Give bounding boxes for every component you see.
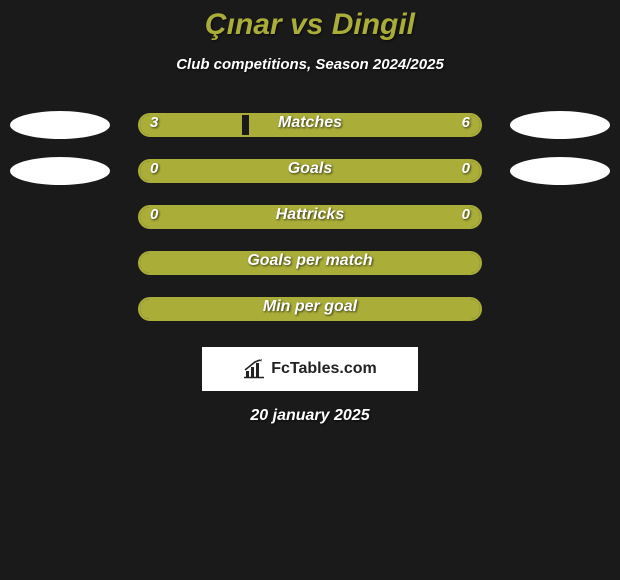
stats-container: Matches36Goals00Hattricks00Goals per mat…	[0, 113, 620, 343]
stat-bar-fill-right	[249, 115, 480, 135]
stat-bar-track	[138, 113, 482, 137]
stat-value-right: 6	[462, 114, 470, 131]
logo-text: FcTables.com	[271, 360, 377, 378]
logo-box[interactable]: FcTables.com	[202, 347, 418, 391]
stat-row: Hattricks00	[0, 205, 620, 251]
player-oval-left	[10, 111, 110, 139]
stat-bar-track	[138, 251, 482, 275]
stat-value-left: 0	[150, 206, 158, 223]
stat-bar-fill-right	[140, 299, 480, 319]
stat-value-right: 0	[462, 160, 470, 177]
stat-row: Goals00	[0, 159, 620, 205]
stat-bar-track	[138, 205, 482, 229]
player-oval-right	[510, 111, 610, 139]
stat-row: Goals per match	[0, 251, 620, 297]
page-subtitle: Club competitions, Season 2024/2025	[0, 56, 620, 73]
stat-row: Matches36	[0, 113, 620, 159]
stat-bar-fill-right	[140, 253, 480, 273]
stat-value-right: 0	[462, 206, 470, 223]
stat-value-left: 3	[150, 114, 158, 131]
stat-bar-track	[138, 297, 482, 321]
stat-bar-track	[138, 159, 482, 183]
player-oval-right	[510, 157, 610, 185]
date-label: 20 january 2025	[0, 407, 620, 425]
stat-value-left: 0	[150, 160, 158, 177]
page-title: Çınar vs Dingil	[0, 0, 620, 42]
stat-row: Min per goal	[0, 297, 620, 343]
chart-icon	[243, 359, 267, 379]
stat-bar-fill-right	[140, 207, 480, 227]
stat-bar-fill-right	[140, 161, 480, 181]
player-oval-left	[10, 157, 110, 185]
